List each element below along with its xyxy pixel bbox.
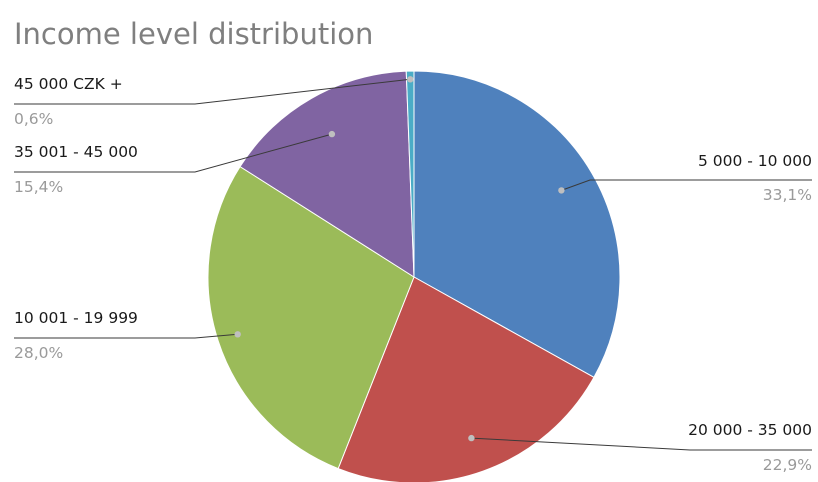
leader-dot-20-000-35-000 [468, 434, 475, 442]
slice-label-5-000-10-000: 5 000 - 10 000 [698, 152, 812, 170]
leader-line-10-001-19-999 [14, 333, 238, 339]
pie-slice-45-000-czk [405, 70, 415, 278]
leader-dot-10-001-19-999 [234, 331, 241, 338]
slice-percent-20-000-35-000: 22,9% [763, 456, 812, 474]
pie-slice-20-000-35-000 [337, 276, 595, 482]
pie-slice-10-001-19-999 [207, 165, 415, 470]
leader-line-45-000-czk [14, 78, 411, 105]
pie-slice-5-000-10-000 [413, 70, 621, 379]
slice-label-20-000-35-000: 20 000 - 35 000 [688, 421, 812, 439]
slice-label-35-001-45-000: 35 001 - 45 000 [14, 143, 138, 161]
data-labels: 5 000 - 10 000 33,1% 20 000 - 35 000 22,9% 1… [14, 75, 812, 474]
leader-line-35-001-45-000 [14, 133, 333, 173]
leader-line-20-000-35-000 [471, 437, 812, 451]
slice-percent-10-001-19-999: 28,0% [14, 344, 63, 362]
slice-label-45-000-czk: 45 000 CZK + [14, 75, 123, 93]
pie-slices [207, 70, 621, 482]
leader-lines [14, 76, 812, 451]
pie-slice-35-001-45-000 [239, 70, 415, 278]
leader-line-5-000-10-000 [561, 179, 812, 191]
slice-percent-45-000-czk: 0,6% [14, 110, 53, 128]
slice-label-10-001-19-999: 10 001 - 19 999 [14, 309, 138, 327]
leader-dot-5-000-10-000 [558, 187, 565, 194]
leader-dot-35-001-45-000 [328, 130, 336, 138]
chart-title: Income level distribution [14, 17, 373, 51]
leader-dot-45-000-czk [407, 76, 414, 83]
slice-percent-35-001-45-000: 15,4% [14, 178, 63, 196]
slice-percent-5-000-10-000: 33,1% [763, 186, 812, 204]
